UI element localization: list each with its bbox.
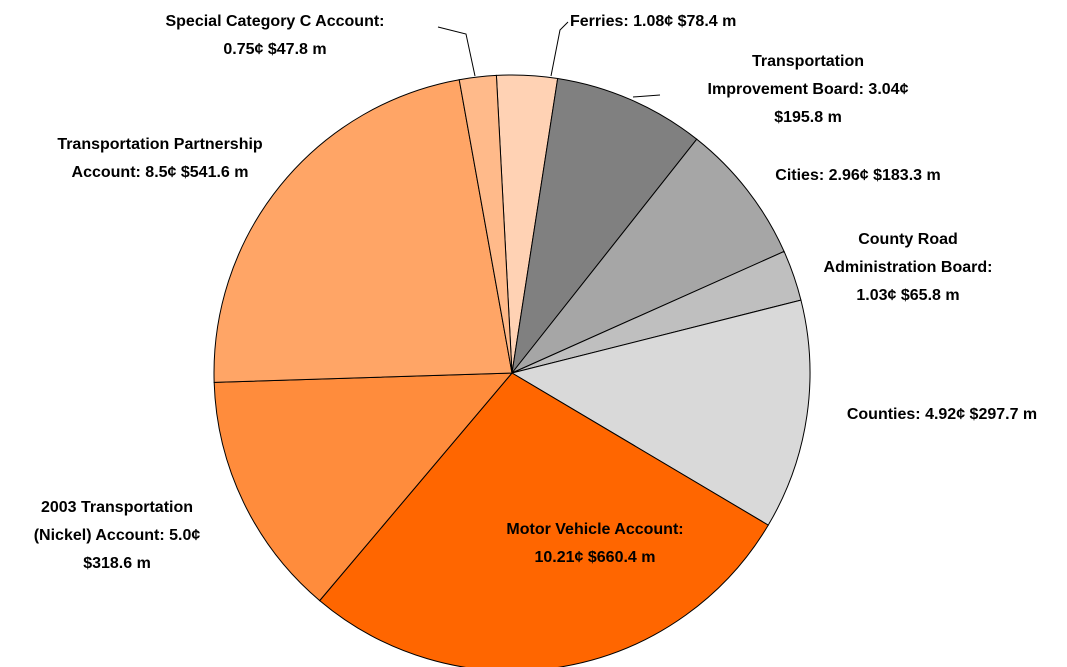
leader-line	[632, 94, 661, 98]
data-label: Transportation Partnership	[57, 136, 263, 153]
pie-slice	[213, 372, 514, 602]
data-label: Transportation	[752, 53, 864, 70]
data-label: $195.8 m	[774, 109, 842, 126]
pie-slice	[511, 138, 785, 374]
data-label: 1.03¢ $65.8 m	[856, 287, 959, 304]
data-label: Administration Board:	[824, 259, 993, 276]
data-label: Improvement Board: 3.04¢	[708, 81, 909, 98]
data-label: Ferries: 1.08¢ $78.4 m	[570, 13, 736, 30]
data-label: 10.21¢ $660.4 m	[535, 549, 656, 566]
pie-slice	[510, 299, 811, 526]
pie-slice	[511, 77, 698, 375]
pie-slice	[213, 79, 513, 383]
data-label: Cities: 2.96¢ $183.3 m	[775, 167, 940, 184]
data-label: 0.75¢ $47.8 m	[223, 41, 326, 58]
data-label: Counties: 4.92¢ $297.7 m	[847, 406, 1037, 423]
data-label: County Road	[858, 231, 958, 248]
data-label: Special Category C Account:	[165, 13, 384, 30]
leader-line	[550, 21, 569, 77]
data-label: 2003 Transportation	[41, 499, 193, 516]
data-label: (Nickel) Account: 5.0¢	[34, 527, 201, 544]
data-label: Motor Vehicle Account:	[506, 521, 683, 538]
data-label: Account: 8.5¢ $541.6 m	[72, 164, 249, 181]
data-label: $318.6 m	[83, 555, 151, 572]
leader-line	[437, 26, 476, 77]
pie-slice	[458, 74, 513, 374]
